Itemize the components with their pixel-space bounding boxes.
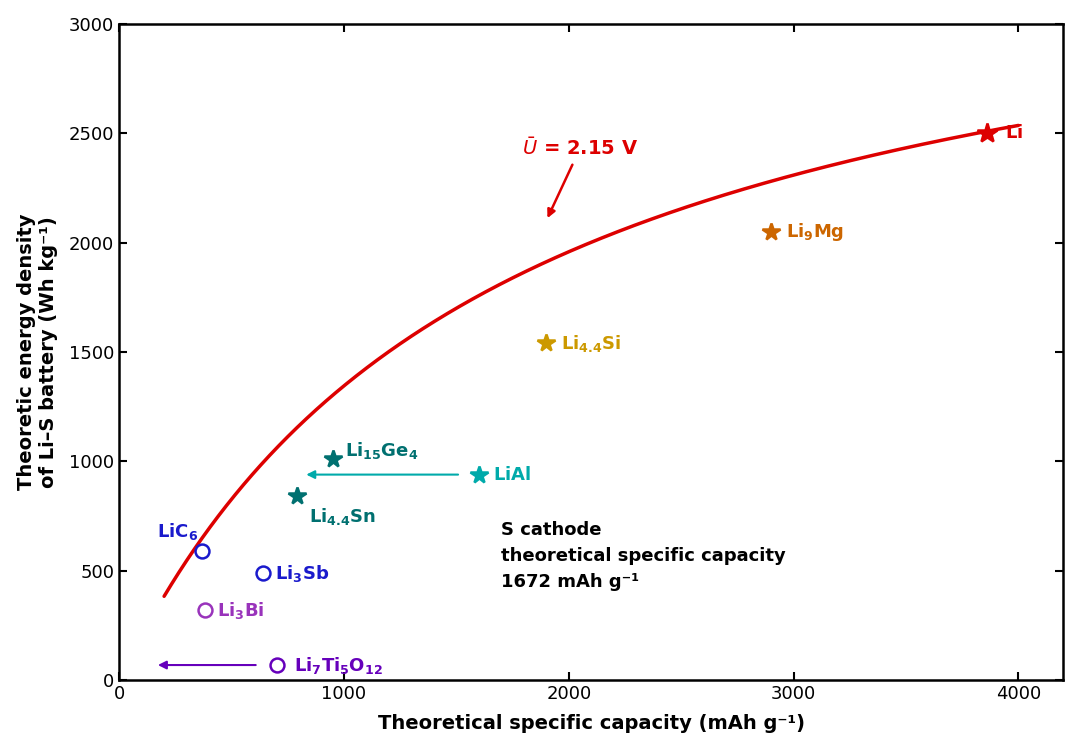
- Text: $\mathbf{Li}$: $\mathbf{Li}$: [1004, 124, 1023, 142]
- X-axis label: Theoretical specific capacity (mAh g⁻¹): Theoretical specific capacity (mAh g⁻¹): [378, 714, 805, 734]
- Text: $\mathbf{Li_7Ti_5O_{12}}$: $\mathbf{Li_7Ti_5O_{12}}$: [295, 655, 383, 676]
- Text: $\mathbf{Li_9Mg}$: $\mathbf{Li_9Mg}$: [785, 220, 843, 242]
- Text: $\mathbf{Li_{4.4}Si}$: $\mathbf{Li_{4.4}Si}$: [561, 333, 621, 354]
- Text: $\bar{U}$ = 2.15 V: $\bar{U}$ = 2.15 V: [522, 137, 638, 215]
- Text: $\mathbf{Li_{4.4}Sn}$: $\mathbf{Li_{4.4}Sn}$: [309, 506, 376, 526]
- Text: S cathode: S cathode: [501, 520, 602, 538]
- Text: 1672 mAh g⁻¹: 1672 mAh g⁻¹: [501, 573, 639, 591]
- Text: $\mathbf{LiAl}$: $\mathbf{LiAl}$: [494, 466, 531, 484]
- Y-axis label: Theoretic energy density
of Li–S battery (Wh kg⁻¹): Theoretic energy density of Li–S battery…: [16, 214, 57, 490]
- Text: $\mathbf{Li_3Bi}$: $\mathbf{Li_3Bi}$: [217, 600, 265, 621]
- Text: $\mathbf{Li_3Sb}$: $\mathbf{Li_3Sb}$: [275, 562, 329, 584]
- Text: $\mathbf{LiC_6}$: $\mathbf{LiC_6}$: [157, 521, 198, 542]
- Text: $\mathbf{Li_{15}Ge_4}$: $\mathbf{Li_{15}Ge_4}$: [346, 440, 418, 461]
- Text: theoretical specific capacity: theoretical specific capacity: [501, 547, 786, 565]
